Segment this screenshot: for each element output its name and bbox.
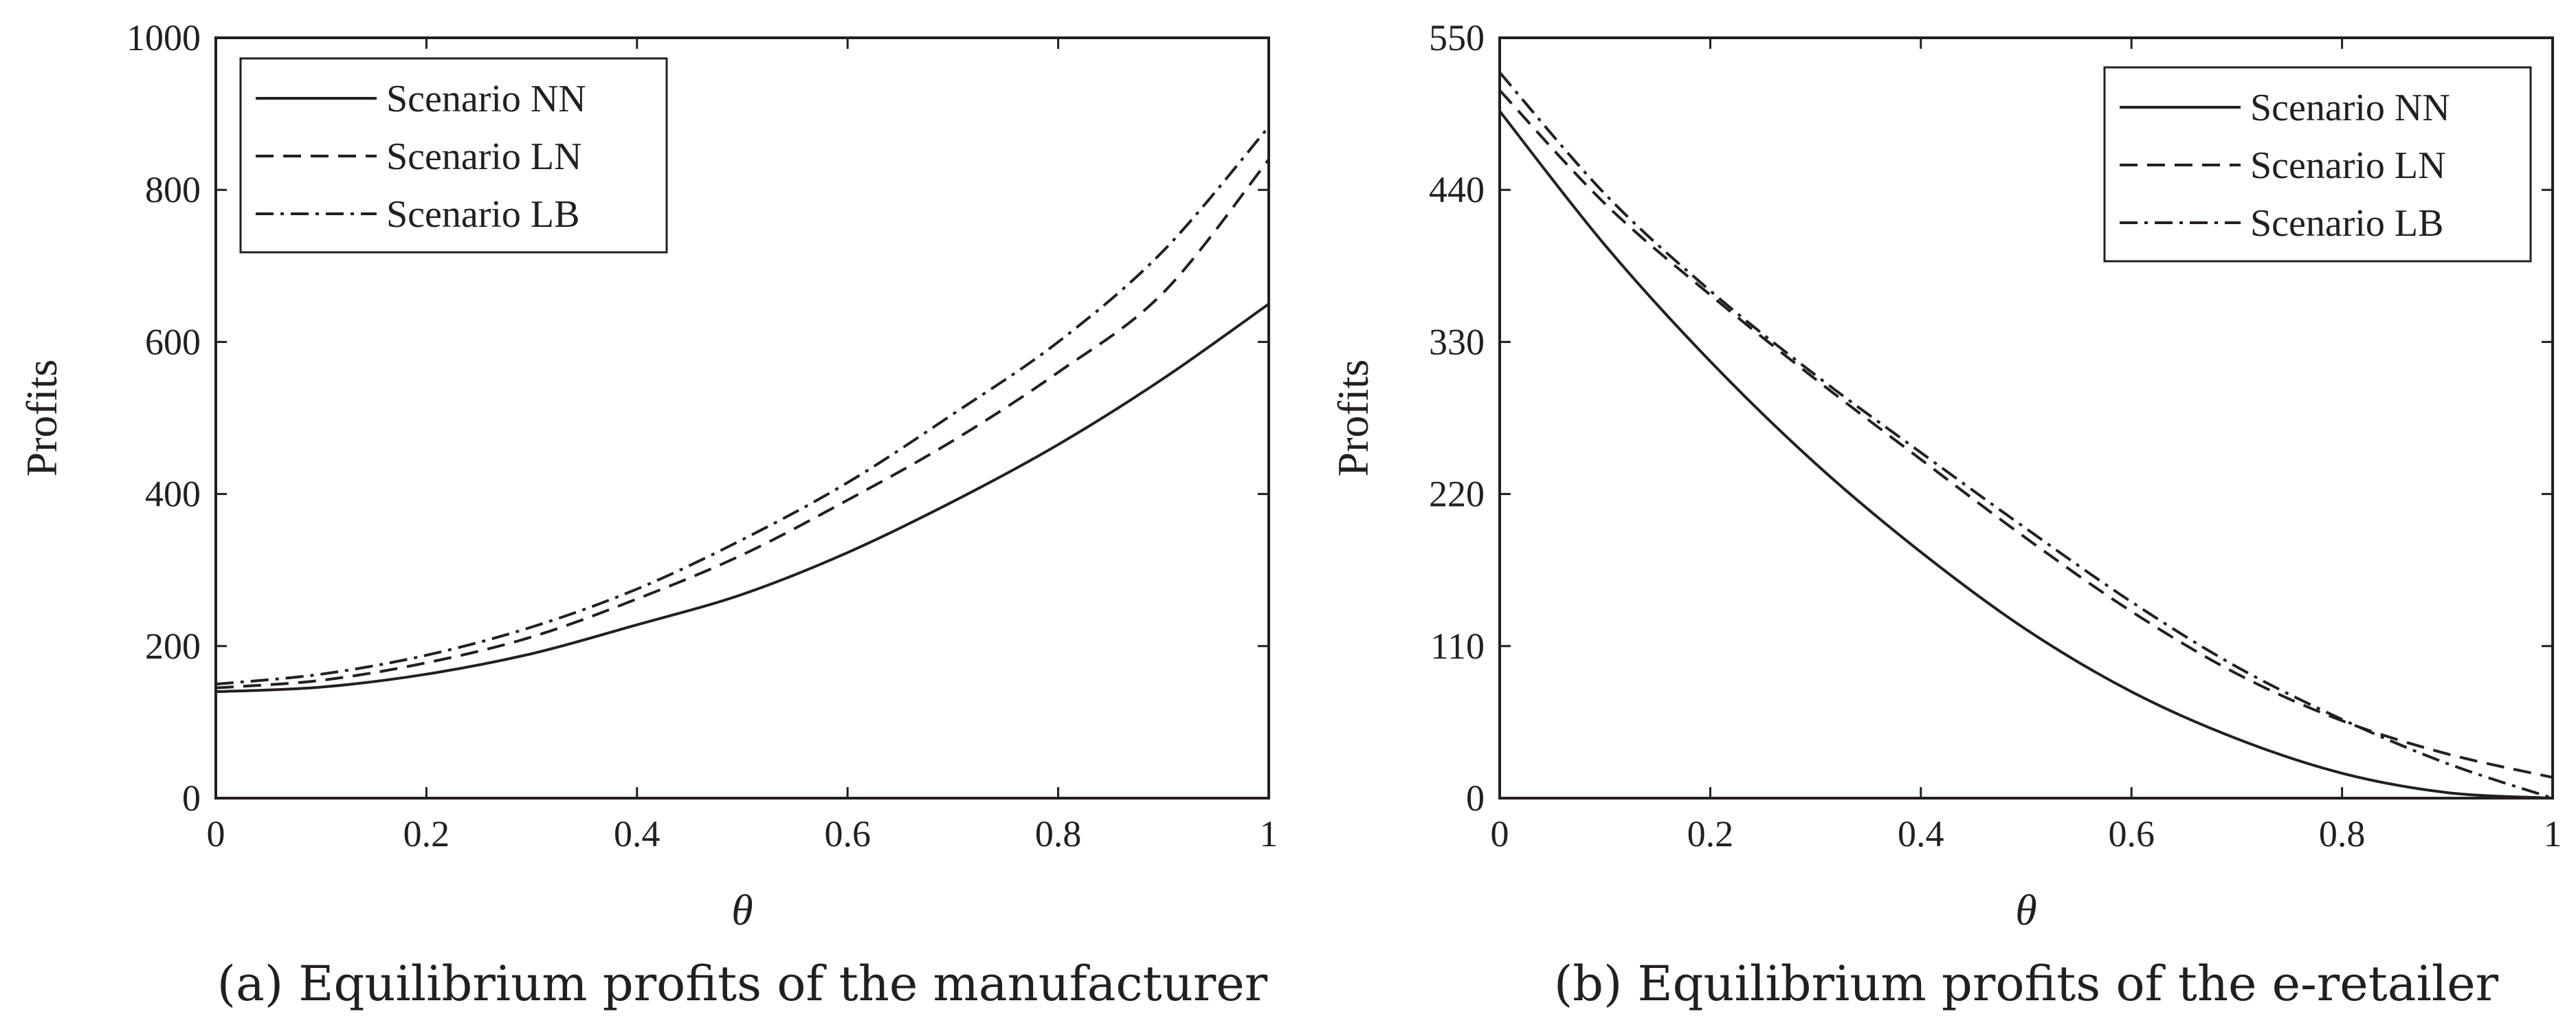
x-tick-label: 0.4 bbox=[1898, 813, 1944, 855]
y-tick-label: 110 bbox=[1430, 626, 1485, 667]
series-lines bbox=[1498, 71, 2553, 800]
y-tick-label: 330 bbox=[1429, 321, 1485, 362]
y-tick-label: 400 bbox=[145, 474, 201, 515]
legend: Scenario NN Scenario LN Scenario LB bbox=[2103, 66, 2532, 263]
x-tick-label: 0.6 bbox=[2108, 813, 2155, 855]
series-line-scenario-lb bbox=[1498, 71, 2553, 800]
series-line-scenario-lb bbox=[215, 126, 1270, 686]
plot-frame bbox=[1498, 36, 2554, 800]
y-tick-label: 600 bbox=[145, 321, 201, 362]
x-tick-label: 0.2 bbox=[1687, 813, 1734, 855]
x-tick-label: 0.8 bbox=[1035, 813, 1082, 855]
y-tick-label: 440 bbox=[1429, 169, 1485, 210]
y-tick-label: 1000 bbox=[126, 17, 201, 58]
legend-label: Scenario LN bbox=[386, 135, 582, 178]
y-tick-label: 200 bbox=[145, 626, 201, 667]
legend-label: Scenario LN bbox=[2250, 144, 2446, 187]
series-lines bbox=[215, 126, 1270, 694]
legend-label: Scenario NN bbox=[2250, 87, 2450, 129]
x-tick-label: 0 bbox=[1491, 813, 1509, 855]
y-tick-label: 0 bbox=[182, 778, 201, 819]
x-tick-label: 0.6 bbox=[824, 813, 871, 855]
panel-eretailer-profits: Profits θ (b) Equilibrium profits of the… bbox=[1329, 17, 2562, 1012]
legend-label: Scenario LB bbox=[2250, 202, 2443, 245]
ticks: 0 0.2 0.4 0.6 0.8 1 0 110 220 330 440 550 bbox=[1429, 17, 2562, 855]
x-tick-label: 0.8 bbox=[2319, 813, 2366, 855]
x-tick-label: 0.2 bbox=[403, 813, 450, 855]
plot-frame bbox=[214, 36, 1270, 800]
caption: (a) Equilibrium profits of the manufactu… bbox=[217, 956, 1268, 1012]
x-tick-label: 0.4 bbox=[614, 813, 660, 855]
x-tick-label: 0 bbox=[207, 813, 225, 855]
y-tick-label: 0 bbox=[1466, 778, 1485, 819]
x-axis-label: θ bbox=[2015, 885, 2036, 934]
y-axis-label: Profits bbox=[1329, 360, 1377, 477]
caption: (b) Equilibrium profits of the e-retaile… bbox=[1554, 956, 2499, 1012]
y-tick-label: 800 bbox=[145, 169, 201, 210]
panel-manufacturer-profits: Profits θ (a) Equilibrium profits of the… bbox=[17, 17, 1278, 1012]
series-line-scenario-nn bbox=[1498, 110, 2553, 800]
x-axis-label: θ bbox=[731, 885, 753, 934]
x-tick-label: 1 bbox=[2544, 813, 2562, 855]
legend: Scenario NN Scenario LN Scenario LB bbox=[239, 57, 668, 254]
y-tick-label: 220 bbox=[1429, 474, 1485, 515]
y-axis-label: Profits bbox=[17, 360, 66, 477]
series-line-scenario-nn bbox=[215, 302, 1270, 694]
legend-label: Scenario LB bbox=[386, 193, 579, 236]
series-line-scenario-ln bbox=[215, 158, 1270, 690]
x-tick-label: 1 bbox=[1260, 813, 1278, 855]
ticks: 0 0.2 0.4 0.6 0.8 1 0 200 400 600 800 1000 bbox=[126, 17, 1278, 855]
legend-label: Scenario NN bbox=[386, 78, 586, 120]
y-tick-label: 550 bbox=[1429, 17, 1485, 58]
